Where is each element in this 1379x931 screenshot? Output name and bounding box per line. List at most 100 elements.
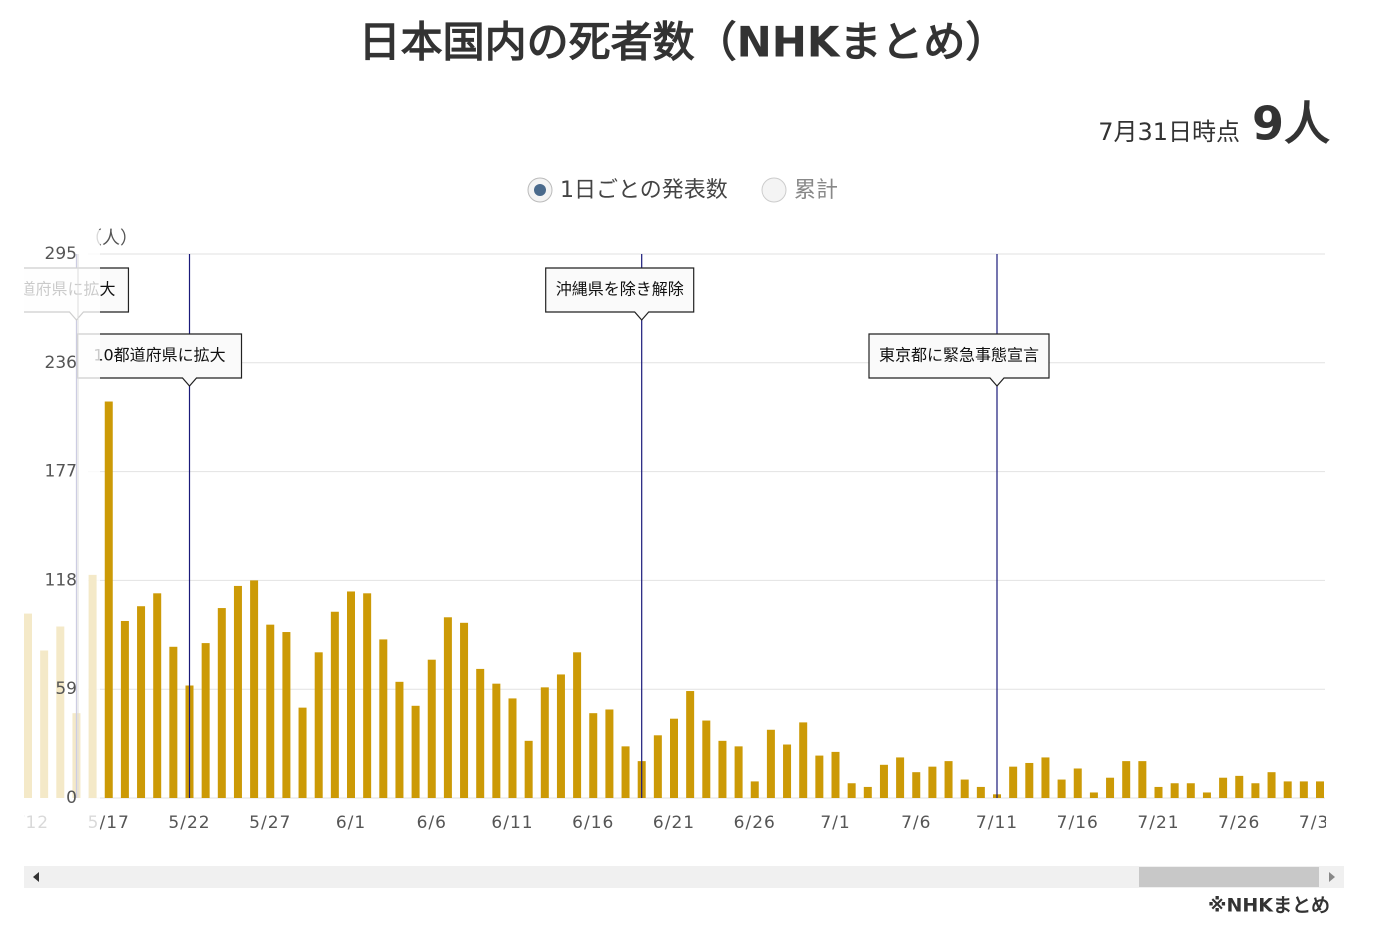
bar [750,781,759,798]
bar [912,772,921,798]
y-tick-label: 59 [55,679,77,699]
annotation: 10都道府県に拡大 [76,333,243,387]
y-tick-label: 177 [45,462,77,482]
bar [1073,768,1082,798]
bar [928,766,937,798]
bar [573,652,582,798]
bar [411,705,420,798]
bar [702,720,711,798]
scrollbar[interactable] [24,866,1344,888]
bar [443,617,452,798]
fade-overlay [24,230,100,840]
plot: 5/125/175/225/276/16/66/116/166/216/267/… [24,230,1341,840]
bar [266,624,275,798]
x-tick-label: 6/26 [734,813,776,833]
x-tick-label: 7/26 [1218,813,1260,833]
bar [1251,783,1260,798]
bar [1106,777,1115,798]
bar [718,740,727,798]
bar [1299,781,1308,798]
bar [1122,761,1131,798]
bar [799,722,808,798]
bar [653,735,662,798]
bar [944,761,953,798]
bar [250,580,259,798]
bar [1316,781,1324,798]
annotation-text: 10都道府県に拡大 [93,346,225,365]
bar [766,729,775,798]
x-tick-label: 7/11 [976,813,1018,833]
x-tick-label: 7/1 [820,813,850,833]
x-tick-label: 6/16 [572,813,614,833]
bar [879,764,888,798]
x-tick-label: 7/21 [1137,813,1179,833]
bar [233,585,242,798]
bar [1219,777,1228,798]
source: ※NHKまとめ [1208,895,1330,917]
bar [540,687,549,798]
bar [1025,762,1034,798]
bar [347,591,355,798]
bar [395,681,404,798]
bar [1186,783,1195,798]
bar [201,643,210,798]
bar [298,707,307,798]
bar [976,786,985,798]
bar [1283,781,1292,798]
bar [1170,783,1179,798]
x-tick-label: 5/27 [249,813,291,833]
bar [863,786,872,798]
bar [379,639,388,798]
bar [589,713,598,798]
bar [169,646,178,798]
bar [137,606,146,798]
bar [1235,775,1244,798]
x-tick-label: 6/11 [491,813,533,833]
annotation-text: 東京都に緊急事態宣言 [879,346,1039,365]
bar [427,659,436,798]
x-tick-label: 6/6 [417,813,447,833]
bar [508,698,517,798]
annotation-box [545,267,695,321]
bar [831,751,840,798]
bar [1267,772,1276,798]
bar [1202,792,1211,798]
y-tick-label: 0 [66,788,77,808]
annotation-box [868,333,1050,387]
bar [686,691,695,798]
bar [153,593,162,798]
bar [282,632,291,798]
bar [314,652,323,798]
bar [120,620,129,798]
bar [556,674,565,798]
y-tick-label: 236 [45,353,77,373]
radio-2[interactable]: 累計 [761,177,838,203]
bar [104,401,113,798]
bar [734,746,743,798]
bar [460,622,469,798]
y-tick-label: 295 [45,244,77,264]
chart-title: 日本国内の死者数（NHKまとめ） [359,18,1008,67]
x-tick-label: 6/1 [336,813,366,833]
bar [1089,792,1098,798]
annotation: 東京都に緊急事態宣言 [868,333,1050,387]
radio-1[interactable]: 1日ごとの発表数 [527,177,728,203]
bar [621,746,630,798]
bar [960,779,969,798]
x-tick-label: 7/31 [1299,813,1341,833]
option-label: 1日ごとの発表数 [560,178,728,203]
bar [1009,766,1018,798]
bar [670,718,678,798]
bar [217,608,226,798]
bar [476,668,485,798]
bar [1154,786,1163,798]
bar [605,709,614,798]
x-tick-label: 6/21 [653,813,695,833]
bar [1138,761,1147,798]
bar [492,683,501,798]
x-tick-label: 7/16 [1057,813,1099,833]
bar [815,755,824,798]
latest-value: 9人 [1252,97,1330,151]
bar [363,593,372,798]
